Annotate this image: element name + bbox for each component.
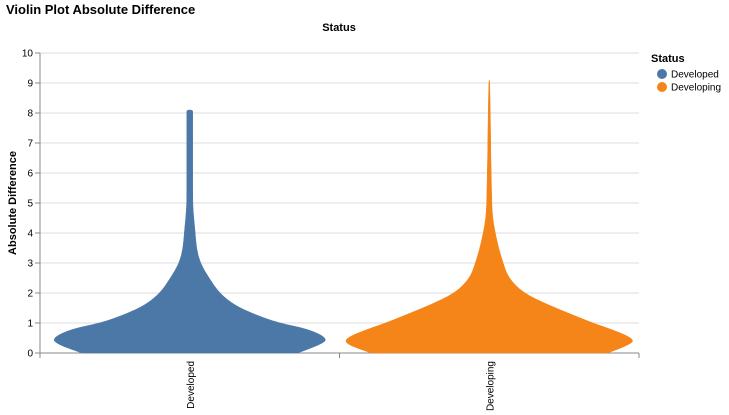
y-tick-label: 10 [22, 49, 34, 60]
y-tick-label: 1 [27, 319, 33, 330]
legend-swatch [657, 82, 667, 92]
y-tick-label: 0 [27, 349, 33, 360]
y-axis-title: Absolute Difference [7, 151, 19, 255]
x-tick-label: Developed [186, 361, 197, 409]
y-tick-label: 9 [27, 79, 33, 90]
y-tick-label: 4 [27, 229, 33, 240]
y-tick-label: 8 [27, 109, 33, 120]
violin-developed [53, 109, 326, 354]
legend-label: Developing [671, 83, 721, 94]
legend-label: Developed [671, 70, 719, 81]
chart-title: Violin Plot Absolute Difference [6, 2, 196, 17]
x-tick-label: Developing [485, 361, 496, 411]
violin-developing [345, 79, 633, 354]
y-tick-label: 3 [27, 259, 33, 270]
column-header: Status [322, 22, 356, 34]
violins [53, 79, 633, 354]
y-tick-label: 6 [27, 169, 33, 180]
x-axis: Developed Developing [39, 352, 640, 411]
y-tick-label: 2 [27, 289, 33, 300]
legend-swatch [657, 69, 667, 79]
y-axis: 0 1 2 3 4 5 6 7 8 9 10 [22, 49, 41, 360]
legend-title: Status [651, 53, 685, 65]
legend: Status Developed Developing [651, 53, 721, 94]
y-tick-label: 7 [27, 139, 33, 150]
y-tick-label: 5 [27, 199, 33, 210]
